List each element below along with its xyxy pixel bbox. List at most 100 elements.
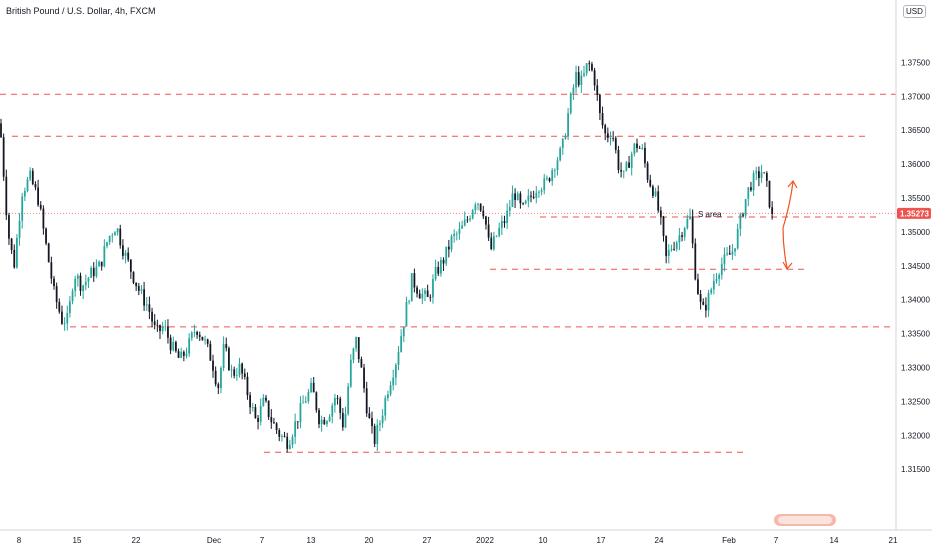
time-tick-label: 7	[260, 536, 265, 545]
candle-body	[699, 293, 702, 302]
price-tick-label: 1.33000	[901, 364, 930, 373]
candle-body	[546, 178, 548, 180]
price-axis[interactable]: 1.31500 1.32000 1.32500 1.33000 1.33500 1.340…	[901, 58, 930, 474]
candle-body	[79, 275, 82, 291]
candle-body	[122, 245, 124, 256]
svg-text:1.35273: 1.35273	[900, 209, 929, 218]
candle-body	[437, 266, 440, 274]
candle-body	[334, 398, 336, 406]
candle-body	[771, 207, 774, 214]
candle-body	[654, 191, 657, 196]
candle-body	[625, 162, 628, 171]
candle-body	[739, 214, 742, 229]
candle-body	[190, 332, 193, 339]
candle-body	[50, 262, 53, 279]
candle-body	[8, 215, 10, 239]
candle-body	[742, 214, 744, 216]
candle-body	[243, 373, 246, 377]
candle-body	[182, 351, 185, 356]
candle-body	[487, 224, 490, 238]
candle-body	[718, 274, 721, 280]
candle-body	[368, 413, 371, 419]
candle-body	[151, 311, 153, 322]
candle-body	[238, 363, 241, 376]
candle-body	[175, 341, 177, 352]
candle-body	[490, 237, 493, 250]
candle-body	[5, 176, 8, 216]
candle-body	[61, 311, 63, 324]
candle-body	[744, 199, 747, 216]
candle-body	[180, 351, 183, 358]
candle-body	[339, 398, 342, 413]
candle-body	[659, 210, 662, 217]
candle-body	[310, 382, 312, 392]
candle-body	[201, 336, 204, 341]
candle-body	[172, 341, 175, 351]
candle-body	[220, 367, 222, 389]
candle-body	[612, 137, 615, 139]
candle-body	[416, 287, 418, 294]
candle-body	[649, 179, 652, 187]
candle-body	[355, 337, 357, 349]
candle-body	[689, 216, 691, 220]
candle-body	[193, 331, 196, 333]
candle-body	[241, 363, 244, 374]
time-tick-label: 2022	[476, 536, 494, 545]
candle-body	[161, 327, 164, 332]
price-tick-label: 1.32500	[901, 397, 930, 406]
candle-body	[177, 351, 180, 358]
candle-body	[13, 249, 16, 268]
candle-body	[440, 259, 442, 274]
candle-body	[508, 207, 511, 211]
time-tick-label: 13	[307, 536, 316, 545]
candle-body	[296, 421, 299, 423]
candle-body	[413, 273, 416, 288]
candle-body	[596, 85, 599, 95]
candle-body	[636, 143, 638, 149]
candle-body	[410, 273, 413, 302]
price-tick-label: 1.32000	[901, 431, 930, 440]
time-tick-label: 15	[73, 536, 82, 545]
candle-body	[506, 210, 509, 224]
candle-body	[726, 253, 728, 255]
candle-body	[503, 221, 506, 224]
candle-body	[127, 252, 130, 260]
time-tick-label: Dec	[207, 536, 221, 545]
candle-body	[53, 278, 55, 287]
candle-body	[426, 290, 429, 297]
candle-body	[98, 261, 100, 267]
candle-body	[747, 187, 750, 200]
candle-body	[561, 138, 564, 149]
time-tick-label: 8	[17, 536, 22, 545]
price-tick-label: 1.34500	[901, 262, 930, 271]
candle-body	[673, 248, 675, 250]
candles	[0, 60, 774, 453]
candle-body	[758, 171, 760, 179]
currency-button[interactable]: USD	[903, 5, 926, 18]
candle-body	[278, 430, 281, 437]
candle-body	[540, 190, 543, 192]
candle-body	[90, 267, 92, 278]
candle-body	[498, 227, 501, 236]
candle-body	[474, 204, 477, 211]
arrow-up-line	[782, 181, 794, 229]
candle-body	[389, 385, 392, 395]
candle-body	[228, 348, 230, 370]
candle-body	[259, 406, 262, 422]
candle-body	[273, 422, 275, 424]
candle-body	[76, 275, 79, 279]
candle-body	[538, 191, 540, 193]
time-tick-label: 20	[365, 536, 374, 545]
candle-body	[434, 266, 437, 280]
price-tick-label: 1.37000	[901, 92, 930, 101]
candle-body	[87, 277, 90, 282]
candle-body	[119, 228, 122, 246]
time-axis[interactable]: 8 15 22 Dec 7 13 20 27 2022 10 17 24 Feb 7 14 21	[17, 536, 898, 545]
price-tick-label: 1.36500	[901, 126, 930, 135]
candle-body	[2, 137, 5, 177]
candle-body	[485, 216, 487, 225]
candle-body	[633, 143, 636, 154]
candle-body	[206, 339, 209, 344]
candle-body	[55, 286, 58, 302]
